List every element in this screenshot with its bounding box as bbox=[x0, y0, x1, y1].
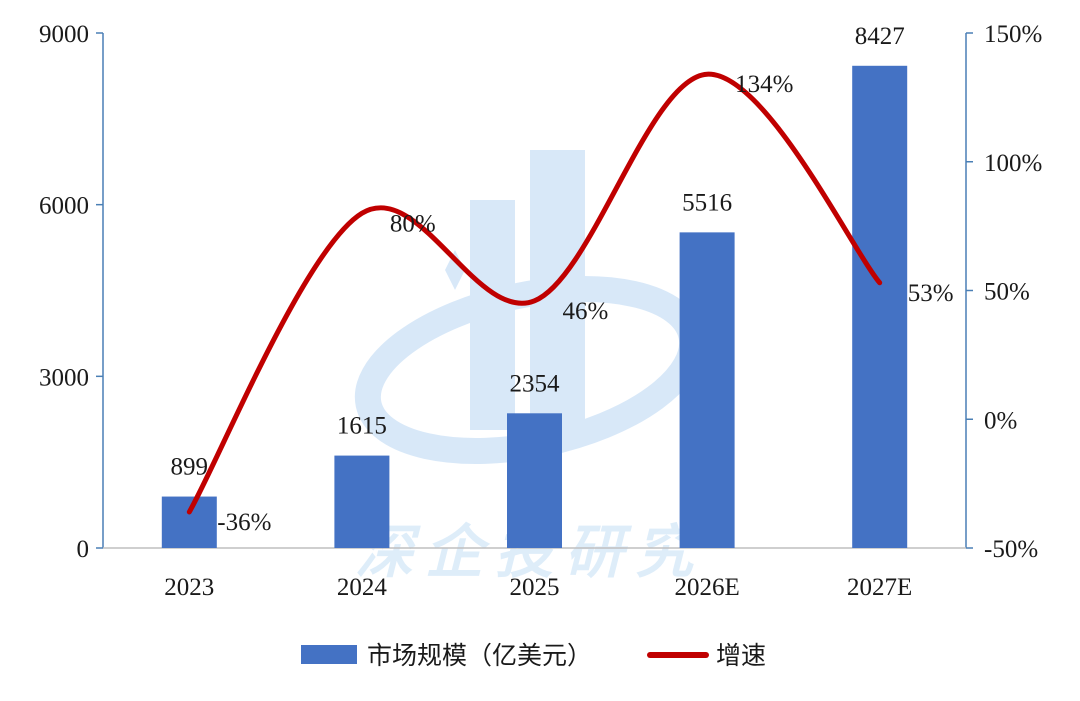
bar-value-label: 899 bbox=[171, 454, 209, 481]
right-tick-label: 50% bbox=[984, 279, 1030, 306]
growth-value-label: 80% bbox=[390, 210, 436, 237]
legend-bar-label: 市场规模（亿美元） bbox=[367, 641, 592, 670]
right-tick-label: 150% bbox=[984, 21, 1042, 48]
bar-value-label: 2354 bbox=[510, 370, 561, 397]
bar-value-label: 1615 bbox=[337, 413, 387, 440]
x-tick-label: 2026E bbox=[674, 574, 739, 601]
growth-value-label: 46% bbox=[563, 298, 609, 325]
right-tick-label: 100% bbox=[984, 150, 1042, 177]
x-tick-label: 2024 bbox=[337, 574, 388, 601]
growth-line-group bbox=[186, 71, 883, 515]
bar bbox=[507, 413, 562, 548]
legend: 市场规模（亿美元） 增速 bbox=[301, 641, 766, 670]
left-axis: 0 3000 6000 9000 bbox=[39, 21, 104, 563]
growth-value-label: -36% bbox=[217, 509, 271, 536]
bar bbox=[679, 232, 735, 548]
bars-group bbox=[161, 65, 908, 548]
growth-line bbox=[186, 71, 883, 515]
bar-value-label: 8427 bbox=[855, 23, 905, 50]
left-tick-label: 6000 bbox=[39, 193, 89, 220]
left-tick-label: 0 bbox=[77, 536, 90, 563]
x-tick-label: 2027E bbox=[847, 574, 912, 601]
bar bbox=[161, 496, 217, 548]
legend-line-label: 增速 bbox=[716, 641, 766, 670]
legend-bar-swatch bbox=[301, 645, 357, 664]
x-axis: 2023 2024 2025 2026E 2027E bbox=[103, 547, 966, 601]
right-axis: -50% 0% 50% 100% 150% bbox=[965, 21, 1042, 563]
bar bbox=[852, 65, 908, 548]
bar-value-label: 5516 bbox=[682, 189, 732, 216]
right-tick-label: -50% bbox=[984, 536, 1038, 563]
bar bbox=[334, 455, 390, 548]
growth-value-label: 53% bbox=[908, 280, 954, 307]
right-tick-label: 0% bbox=[984, 407, 1017, 434]
x-tick-label: 2025 bbox=[510, 574, 560, 601]
left-tick-label: 3000 bbox=[39, 364, 89, 391]
left-tick-label: 9000 bbox=[39, 21, 89, 48]
data-labels: 899 1615 2354 5516 8427 -36% 80% 46% 134% 53% bbox=[171, 23, 954, 536]
x-tick-label: 2023 bbox=[164, 574, 214, 601]
growth-value-label: 134% bbox=[735, 71, 793, 98]
